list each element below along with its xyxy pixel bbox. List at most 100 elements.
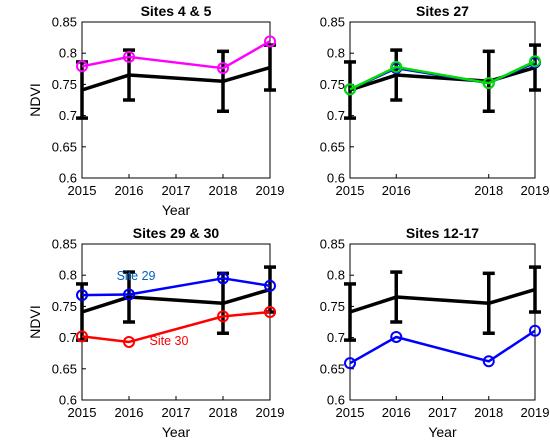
data-point xyxy=(123,335,135,348)
data-point xyxy=(529,324,541,337)
subplot-1: 0.6 0.65 0.7 0.75 0.8 0.85 2015 2016 2017 2018 201… xyxy=(27,3,284,218)
y-tick-label: 0.65 xyxy=(52,361,77,376)
subplot-title: Sites 29 & 30 xyxy=(133,225,220,241)
y-tick-label: 0.8 xyxy=(327,268,345,283)
series-annotation: Site 29 xyxy=(117,269,156,283)
x-tick-label: 2018 xyxy=(209,405,238,420)
axes-frame xyxy=(349,243,536,401)
y-tick-label: 0.7 xyxy=(59,108,77,123)
axes-frame xyxy=(349,21,536,179)
series-line xyxy=(349,60,536,91)
data-point xyxy=(264,306,276,319)
y-tick-label: 0.75 xyxy=(52,299,77,314)
data-point xyxy=(217,62,229,75)
series-2 xyxy=(76,35,276,75)
series-line xyxy=(81,40,271,70)
y-tick-label: 0.7 xyxy=(327,330,345,345)
y-axis-label: NDVI xyxy=(27,83,43,116)
x-tick-label: 2016 xyxy=(115,405,144,420)
series-line xyxy=(81,65,271,92)
x-tick-label: 2018 xyxy=(474,183,503,198)
y-tick-label: 0.75 xyxy=(52,77,77,92)
x-tick-label: 2019 xyxy=(256,183,285,198)
y-tick-label: 0.8 xyxy=(59,268,77,283)
subplot-title: Sites 27 xyxy=(416,3,469,19)
y-tick-label: 0.65 xyxy=(320,139,345,154)
x-tick-label: 2018 xyxy=(209,183,238,198)
subplot-3: 0.6 0.65 0.7 0.75 0.8 0.85 2015 2016 2017 2018 201… xyxy=(27,225,284,440)
y-tick-label: 0.6 xyxy=(59,393,77,408)
error-bar xyxy=(482,271,495,335)
series-line xyxy=(349,287,536,314)
data-point xyxy=(123,288,135,301)
x-tick-label: 2016 xyxy=(115,183,144,198)
x-axis-label: Year xyxy=(428,424,457,440)
error-bar xyxy=(390,270,403,324)
x-tick-label: 2016 xyxy=(382,183,411,198)
series-1 xyxy=(344,43,541,120)
data-point xyxy=(217,310,229,323)
y-tick-label: 0.8 xyxy=(59,46,77,61)
x-tick-label: 2019 xyxy=(521,405,550,420)
series-line xyxy=(81,310,271,344)
data-point xyxy=(76,60,88,73)
axes-frame xyxy=(81,21,271,179)
x-tick-label: 2015 xyxy=(336,405,365,420)
error-bar xyxy=(344,282,356,342)
data-point xyxy=(482,355,495,368)
x-tick-label: 2017 xyxy=(162,405,191,420)
data-point xyxy=(390,330,403,343)
subplot-2: 0.6 0.65 0.7 0.75 0.8 0.85 2015 2016 2018 2019 Sit… xyxy=(320,3,550,198)
y-tick-label: 0.75 xyxy=(320,299,345,314)
y-tick-label: 0.7 xyxy=(59,330,77,345)
error-bar xyxy=(482,49,495,113)
y-tick-label: 0.85 xyxy=(320,15,345,30)
y-axis-label: NDVI xyxy=(27,305,43,338)
x-tick-label: 2017 xyxy=(428,405,457,420)
axes-frame xyxy=(81,243,271,401)
series-3 xyxy=(344,55,541,96)
x-axis-label: Year xyxy=(162,424,191,440)
x-tick-label: 2015 xyxy=(336,183,365,198)
series-2 xyxy=(344,324,541,370)
y-tick-label: 0.65 xyxy=(320,361,345,376)
data-point xyxy=(217,272,229,285)
series-line xyxy=(349,65,536,92)
data-point xyxy=(482,77,495,90)
y-tick-label: 0.75 xyxy=(320,77,345,92)
error-bar xyxy=(217,49,229,113)
x-tick-label: 2019 xyxy=(521,183,550,198)
y-tick-label: 0.6 xyxy=(327,393,345,408)
y-tick-label: 0.65 xyxy=(52,139,77,154)
subplot-title: Sites 4 & 5 xyxy=(141,3,212,19)
y-tick-label: 0.7 xyxy=(327,108,345,123)
error-bar xyxy=(390,48,403,102)
y-tick-label: 0.85 xyxy=(320,237,345,252)
error-bar xyxy=(123,48,135,102)
data-point xyxy=(529,55,541,68)
data-point xyxy=(264,35,276,48)
x-tick-label: 2015 xyxy=(68,405,97,420)
series-line xyxy=(349,329,536,365)
x-tick-label: 2017 xyxy=(162,183,191,198)
y-tick-label: 0.6 xyxy=(327,171,345,186)
x-tick-label: 2019 xyxy=(256,405,285,420)
error-bar xyxy=(344,60,356,120)
data-point xyxy=(390,60,403,73)
data-point xyxy=(76,289,88,302)
data-point xyxy=(123,50,135,63)
series-2 xyxy=(76,272,276,302)
series-3 xyxy=(76,306,276,348)
data-point xyxy=(344,357,356,370)
error-bar xyxy=(529,265,541,314)
data-point xyxy=(344,83,356,96)
x-axis-label: Year xyxy=(162,202,191,218)
y-tick-label: 0.85 xyxy=(52,237,77,252)
series-line xyxy=(81,277,271,297)
x-tick-label: 2016 xyxy=(382,405,411,420)
x-tick-label: 2015 xyxy=(68,183,97,198)
error-bar xyxy=(123,270,135,324)
series-1 xyxy=(344,265,541,342)
series-line xyxy=(81,287,271,314)
